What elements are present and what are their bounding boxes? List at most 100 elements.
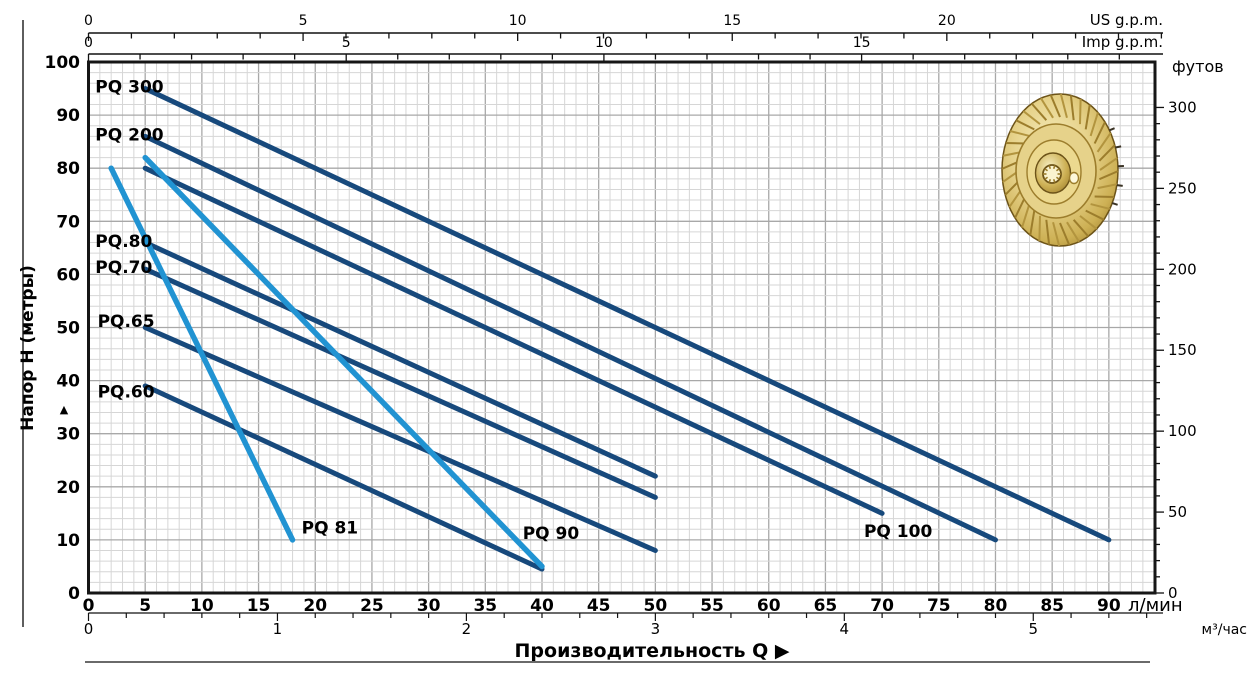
x-axis-lpm-tick-label: 55: [700, 596, 724, 616]
y-axis-feet-tick-label: 50: [1168, 503, 1187, 521]
x-axis-lpm-tick-label: 40: [530, 596, 554, 616]
y-axis-m-tick-label: 90: [56, 106, 80, 126]
curves: PQ 300 PQ 200 PQ 100 PQ.80 PQ.70 PQ.65 PQ.60 PQ…: [95, 77, 1112, 572]
impeller-blade: [1089, 112, 1099, 137]
y-axis-feet-tick-label: 300: [1168, 98, 1197, 116]
x-axis-m3h-title: м³/час: [1202, 622, 1247, 638]
x-axis-lpm-tick-label: 5: [139, 596, 151, 616]
x-axis-impgpm-tick-label: 15: [853, 35, 871, 51]
x-axis-usgpm-tick-label: 5: [299, 13, 308, 29]
x-axis-lpm-tick-label: 75: [927, 596, 951, 616]
x-axis-m3h-tick-label: 5: [1029, 620, 1039, 638]
curve-label-pq100: PQ 100: [864, 522, 932, 542]
impeller-blade: [1099, 157, 1118, 171]
impeller-blade: [1009, 130, 1030, 137]
x-axis-lpm-tick-label: 30: [417, 596, 441, 616]
x-axis-lpm-tick-label: 45: [587, 596, 611, 616]
curve-label-pq300: PQ 300: [95, 77, 163, 97]
impeller-blade: [1059, 93, 1068, 119]
impeller-photo: [1001, 93, 1124, 247]
y-axis-feet-tick-label: 100: [1168, 422, 1197, 440]
impeller-bore-spline: [1052, 178, 1056, 183]
impeller-blade: [1079, 98, 1082, 125]
x-axis-m3h-tick-label: 1: [273, 620, 283, 638]
x-axis-lpm-tick-label: 35: [473, 596, 497, 616]
curve-pq81: [108, 165, 296, 543]
impeller-bore-spline: [1055, 176, 1060, 180]
impeller-blade: [1021, 203, 1031, 228]
y-axis-m: 0 10 20 30 40 50 60 70 80 90 100: [45, 53, 81, 604]
x-axis-usgpm-tick-label: 0: [84, 13, 93, 29]
curve-pq100: [142, 165, 885, 516]
impeller-blade: [1015, 119, 1035, 131]
y-axis-m-tick-label: 60: [56, 265, 80, 285]
x-axis-m3h: 0 1 2 3 4 5 м³/час: [84, 612, 1247, 638]
x-axis-lpm-tick-label: 60: [757, 596, 781, 616]
x-axis-lpm-tick-label: 70: [870, 596, 894, 616]
x-axis-impgpm-tick-label: 0: [84, 35, 93, 51]
x-axis-usgpm-tick-label: 10: [509, 13, 527, 29]
x-axis-lpm-title: л/мин: [1128, 595, 1183, 616]
y-axis-direction-arrow: ▲: [60, 403, 69, 416]
impeller-blade-tip-shadow: [1111, 202, 1118, 206]
impeller-blade: [1072, 219, 1090, 238]
y-axis-m-tick-label: 70: [56, 212, 80, 232]
x-axis-m3h-tick-label: 3: [651, 620, 661, 638]
impeller-blade: [1098, 144, 1116, 162]
impeller-blade: [1085, 209, 1105, 221]
x-axis-m3h-tick-label: 0: [84, 620, 94, 638]
y-axis-feet-tick-label: 250: [1168, 179, 1197, 197]
impeller-blade: [1045, 219, 1051, 245]
x-axis-usgpm-tick-label: 15: [723, 13, 741, 29]
curve-pq70: [142, 266, 658, 500]
impeller-blade: [1097, 183, 1118, 190]
impeller-blade: [1049, 94, 1061, 118]
x-axis-lpm-tick-label: 80: [984, 596, 1008, 616]
curve-label-pq200: PQ 200: [95, 126, 163, 146]
curve-pq200: [142, 133, 998, 543]
y-axis-m-tick-label: 0: [68, 584, 80, 604]
curve-label-pq81: PQ 81: [302, 519, 359, 539]
curve-label-pq90: PQ 90: [523, 524, 580, 544]
curve-label-pq60: PQ.60: [98, 383, 155, 403]
impeller-blade: [1094, 195, 1115, 199]
impeller-blade: [1052, 221, 1061, 247]
impeller-blade-tip-shadow: [1115, 145, 1122, 149]
curve-label-pq65: PQ.65: [98, 312, 155, 332]
y-axis-feet-tick-label: 150: [1168, 341, 1197, 359]
impeller-blade-tip-shadow: [1109, 127, 1115, 132]
x-axis-lpm-tick-label: 15: [247, 596, 271, 616]
y-axis-m-tick-label: 40: [56, 372, 80, 392]
impeller-blade: [1029, 210, 1036, 236]
impeller-blade: [1096, 132, 1112, 153]
y-axis-m-tick-label: 10: [56, 531, 80, 551]
y-axis-m-tick-label: 20: [56, 478, 80, 498]
curve-label-pq70: PQ.70: [95, 258, 152, 278]
curve-pq300: [142, 86, 1112, 543]
plot-frame: [87, 60, 1157, 595]
impeller-bore-spline: [1048, 178, 1052, 183]
x-axis-lpm-tick-label: 90: [1097, 596, 1121, 616]
y-axis-feet-title: футов: [1172, 57, 1224, 76]
y-axis-m-tick-label: 30: [56, 425, 80, 445]
impeller-blade: [1059, 222, 1071, 246]
impeller-bore-spline: [1052, 165, 1056, 170]
impeller-blade: [1084, 104, 1091, 130]
y-axis-m-tick-label: 100: [45, 53, 81, 73]
curve-pq60: [142, 383, 545, 572]
impeller-blade: [1079, 215, 1098, 230]
x-axis-lpm-tick-label: 20: [303, 596, 327, 616]
impeller-blade: [1066, 221, 1080, 243]
y-axis-feet-tick-label: 200: [1168, 260, 1197, 278]
x-axis-lpm-tick-label: 0: [83, 596, 95, 616]
x-axis-m3h-tick-label: 4: [840, 620, 850, 638]
x-axis-lpm-tick-label: 50: [644, 596, 668, 616]
curve-label-pq80: PQ.80: [95, 232, 152, 252]
impeller-blade-tip-shadow: [1116, 184, 1123, 187]
impeller-blade: [1005, 141, 1026, 145]
impeller-blade: [1098, 170, 1119, 181]
impeller-blade: [1069, 95, 1075, 121]
impeller-blade: [1038, 215, 1041, 242]
